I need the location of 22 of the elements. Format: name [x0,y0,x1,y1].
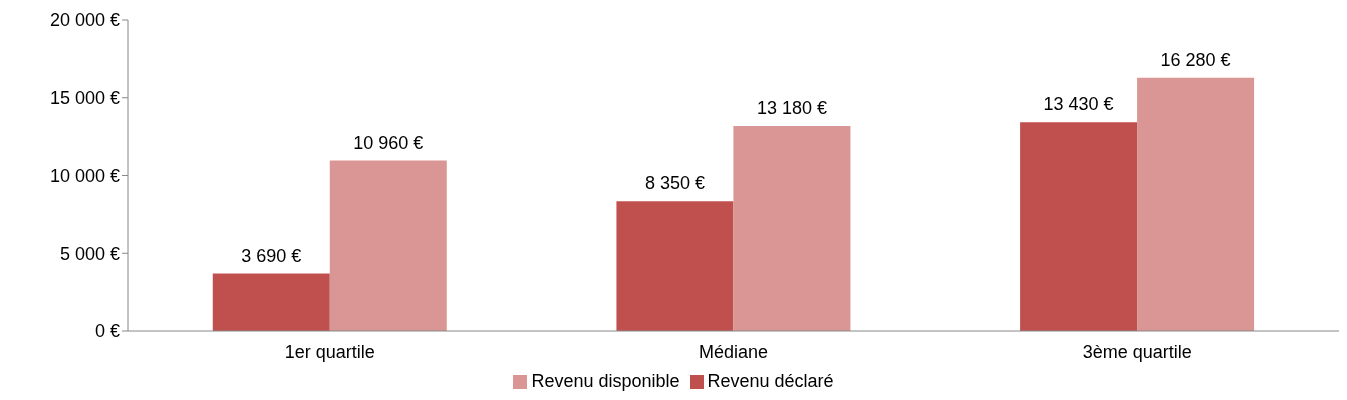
data-label: 3 690 € [241,245,302,266]
bar [1020,122,1138,331]
y-tick-label: 0 € [94,321,120,342]
data-label: 16 280 € [1160,49,1231,70]
bar [212,273,330,331]
data-label: 10 960 € [353,132,424,153]
y-tick-label: 20 000 € [49,10,120,31]
legend-label: Revenu déclaré [707,371,834,391]
y-tick-label: 15 000 € [49,88,120,109]
x-tick-label: 1er quartile [284,341,375,362]
y-tick-label: 5 000 € [59,243,120,264]
x-tick-label: 3ème quartile [1082,341,1192,362]
bar [733,126,851,331]
x-tick-label: Médiane [698,341,769,362]
data-label: 13 430 € [1043,94,1114,115]
bar [329,160,447,331]
data-label: 8 350 € [644,173,705,194]
y-tick-label: 10 000 € [49,165,120,186]
legend-label: Revenu disponible [531,371,680,391]
bar [616,201,734,331]
data-label: 13 180 € [756,98,827,119]
bar [1137,77,1255,331]
